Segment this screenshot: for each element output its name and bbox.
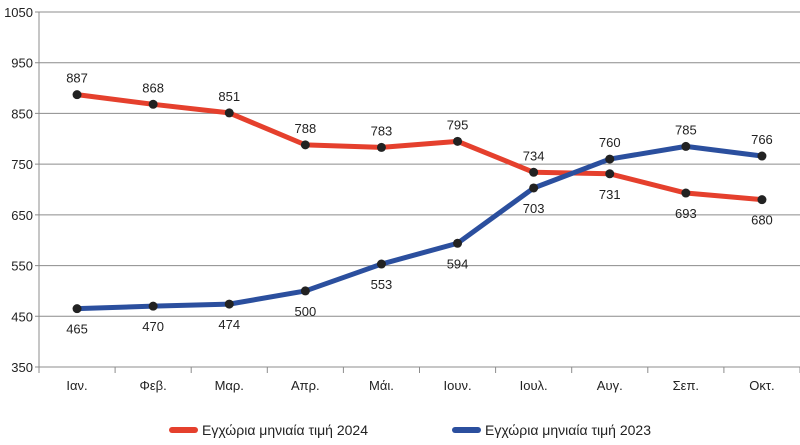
data-point: [376, 142, 386, 152]
y-tick-label: 750: [11, 157, 33, 172]
data-point: [529, 167, 539, 177]
y-tick-label: 1050: [4, 5, 33, 20]
data-label: 470: [142, 319, 164, 334]
data-point: [224, 299, 234, 309]
x-tick-label: Μαρ.: [215, 378, 244, 393]
x-tick-label: Ιαν.: [66, 378, 87, 393]
data-point: [605, 169, 615, 179]
data-label: 500: [294, 304, 316, 319]
x-tick-label: Φεβ.: [140, 378, 167, 393]
data-point: [681, 188, 691, 198]
data-label: 785: [675, 122, 697, 137]
data-label: 783: [371, 123, 393, 138]
data-label: 734: [523, 148, 545, 163]
data-point: [148, 99, 158, 109]
data-point: [757, 195, 767, 205]
data-label: 887: [66, 71, 88, 86]
data-point: [300, 140, 310, 150]
x-tick-label: Απρ.: [291, 378, 320, 393]
data-point: [300, 286, 310, 296]
legend-label: Εγχώρια μηνιαία τιμή 2024: [202, 422, 368, 438]
data-point: [529, 183, 539, 193]
y-tick-label: 950: [11, 56, 33, 71]
y-tick-label: 550: [11, 259, 33, 274]
x-tick-label: Μάι.: [369, 378, 394, 393]
data-label: 553: [371, 277, 393, 292]
y-tick-label: 650: [11, 208, 33, 223]
series-line-2024: [76, 92, 763, 203]
data-point: [681, 141, 691, 151]
x-tick-label: Αυγ.: [597, 378, 623, 393]
data-label: 693: [675, 206, 697, 221]
x-tick-label: Ιουν.: [444, 378, 472, 393]
data-point: [148, 301, 158, 311]
data-label: 760: [599, 135, 621, 150]
data-point: [453, 238, 463, 248]
x-tick-label: Σεπ.: [673, 378, 699, 393]
data-point: [757, 151, 767, 161]
data-label: 594: [447, 256, 469, 271]
data-label: 788: [294, 121, 316, 136]
data-label: 731: [599, 187, 621, 202]
data-point: [72, 90, 82, 100]
x-tick-label: Οκτ.: [749, 378, 774, 393]
y-tick-label: 850: [11, 106, 33, 121]
data-label: 703: [523, 201, 545, 216]
data-point: [72, 304, 82, 314]
y-tick-label: 350: [11, 360, 33, 375]
data-point: [224, 108, 234, 118]
data-label: 868: [142, 80, 164, 95]
data-point: [376, 259, 386, 269]
y-tick-label: 450: [11, 309, 33, 324]
data-label: 795: [447, 117, 469, 132]
series-line-2023: [76, 143, 763, 312]
data-label: 766: [751, 132, 773, 147]
data-label: 465: [66, 322, 88, 337]
x-tick-label: Ιουλ.: [520, 378, 548, 393]
data-label: 474: [218, 317, 240, 332]
legend-label: Εγχώρια μηνιαία τιμή 2023: [485, 422, 651, 438]
data-label: 851: [218, 89, 240, 104]
data-label: 680: [751, 213, 773, 228]
data-point: [453, 136, 463, 146]
data-point: [605, 154, 615, 164]
